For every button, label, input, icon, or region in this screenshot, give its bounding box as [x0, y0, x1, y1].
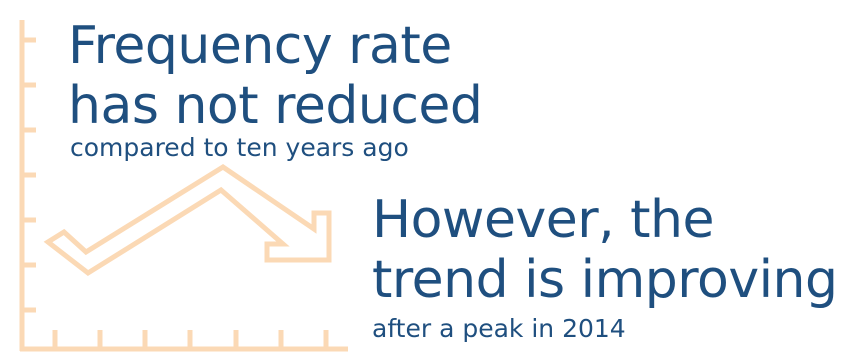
headline-line: trend is improving	[372, 250, 838, 310]
subtitle-comparison: compared to ten years ago	[70, 133, 409, 162]
chart-axes-icon	[19, 20, 348, 352]
headline-trend: However, the trend is improving	[372, 190, 838, 310]
trend-arrow-icon	[43, 164, 332, 277]
headline-line: However, the	[372, 190, 714, 250]
subtitle-peak: after a peak in 2014	[372, 314, 626, 343]
headline-line: has not reduced	[68, 76, 483, 136]
headline-line: Frequency rate	[68, 16, 452, 76]
headline-frequency: Frequency rate has not reduced	[68, 16, 483, 136]
